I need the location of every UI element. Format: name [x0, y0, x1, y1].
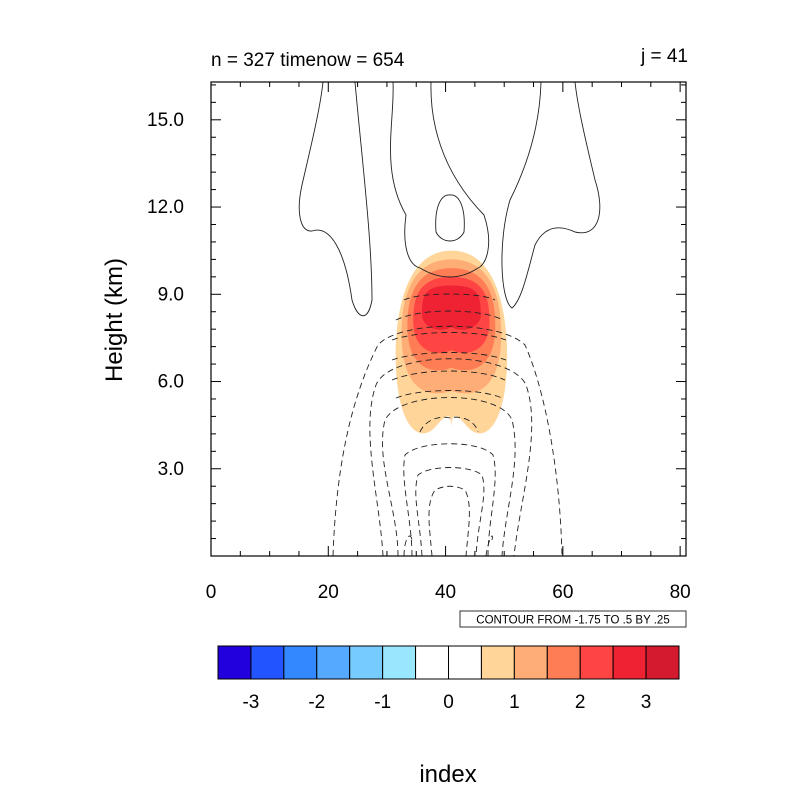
contour-info-text: CONTOUR FROM -1.75 TO .5 BY .25	[476, 615, 669, 627]
dashed-contour-bubble-4	[391, 352, 507, 361]
colorbar-box	[283, 645, 318, 680]
dashed-contour-3	[382, 397, 516, 556]
chart-title-left: n = 327 timenow = 654	[211, 50, 405, 71]
x-tick-label: 80	[670, 582, 691, 603]
contour-info-box	[459, 610, 687, 628]
chart-title-right: j = 41	[640, 46, 688, 67]
colorbar-box	[448, 645, 482, 680]
colorbar-box	[250, 645, 285, 680]
dashed-contour-8	[485, 535, 493, 556]
dashed-contour-bubble-5	[391, 370, 506, 381]
colorbar: -3 -2 -1 0 1 2 3	[217, 645, 680, 713]
colorbar-box	[480, 645, 515, 680]
colorbar-label: -2	[308, 692, 325, 713]
colorbar-label: -3	[242, 692, 259, 713]
y-tick-label: 15.0	[147, 110, 184, 131]
contour-lines	[298, 82, 601, 556]
x-tick-label: 40	[435, 582, 456, 603]
colorbar-label: 2	[575, 692, 586, 713]
colorbar-box	[546, 645, 581, 680]
dashed-contour-6	[428, 485, 470, 556]
colorbar-label: 1	[509, 692, 520, 713]
solid-contour-center-left	[390, 82, 421, 269]
x-tick-label: 60	[552, 582, 573, 603]
colorbar-box	[645, 645, 680, 680]
dashed-contour-5	[415, 467, 485, 556]
colorbar-box	[415, 645, 450, 680]
colorbar-box	[612, 645, 647, 680]
dashed-contour-bubble-6	[395, 390, 503, 399]
shaded-field	[395, 250, 508, 434]
solid-contour-center-right	[430, 82, 490, 269]
dashed-contour-base	[419, 416, 479, 433]
plot-frame	[210, 81, 687, 557]
x-tick-label: 20	[318, 582, 339, 603]
dashed-contour-outer	[332, 325, 563, 556]
colorbar-box	[316, 645, 351, 680]
solid-contour-center-cap	[419, 267, 479, 278]
axes: 0 20 40 60 80 3.0 6.0 9.0 12.0 15.0	[147, 82, 691, 603]
x-axis-title: index	[419, 761, 476, 788]
y-tick-label: 12.0	[147, 197, 184, 218]
colorbar-label: -1	[374, 692, 391, 713]
solid-contour-right-lobe	[501, 82, 601, 309]
dashed-contour-7	[403, 535, 413, 556]
x-tick-label: 0	[206, 582, 217, 603]
colorbar-label: 0	[443, 692, 454, 713]
dashed-contour-4	[403, 443, 496, 556]
solid-contour-left-lobe	[298, 82, 373, 317]
colorbar-box	[513, 645, 548, 680]
solid-contour-inner-dome	[435, 194, 465, 242]
shaded-level-3	[422, 285, 481, 330]
colorbar-box	[349, 645, 384, 680]
dashed-contour-bubble-3	[391, 332, 507, 341]
dashed-contour-bubble-2	[395, 310, 504, 321]
dashed-contour-2	[369, 358, 533, 556]
colorbar-box	[579, 645, 614, 680]
colorbar-box	[217, 645, 252, 680]
y-tick-label: 9.0	[158, 284, 184, 305]
y-axis-title: Height (km)	[101, 258, 128, 382]
y-tick-label: 3.0	[158, 459, 184, 480]
colorbar-box	[382, 645, 417, 680]
colorbar-label: 3	[641, 692, 652, 713]
y-tick-label: 6.0	[158, 372, 184, 393]
